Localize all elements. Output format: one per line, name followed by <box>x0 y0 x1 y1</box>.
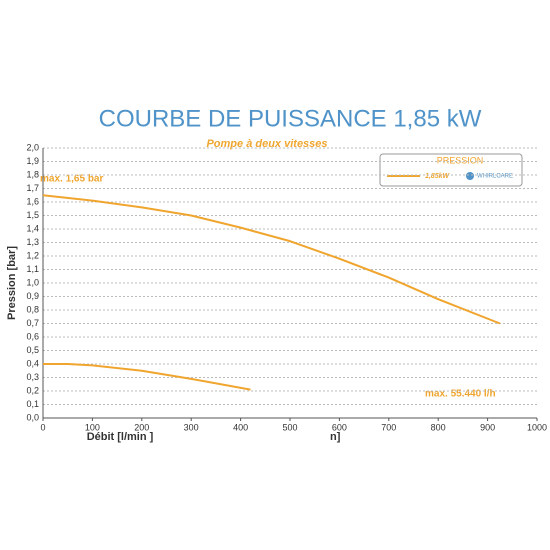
x-tick-label: 300 <box>184 422 199 432</box>
y-tick-label: 0,2 <box>26 385 39 395</box>
y-tick-label: 0,6 <box>26 331 39 341</box>
y-tick-label: 1,3 <box>26 237 39 247</box>
y-tick-label: 0,5 <box>26 345 39 355</box>
brand-logo <box>466 172 474 180</box>
y-tick-label: 1,8 <box>26 169 39 179</box>
y-tick-label: 1,6 <box>26 196 39 206</box>
chart-subtitle: Pompe à deux vitesses <box>206 138 327 150</box>
legend-title: PRESSION <box>437 155 484 165</box>
y-tick-label: 1,2 <box>26 250 39 260</box>
y-tick-label: 1,5 <box>26 210 39 220</box>
y-tick-label: 0,8 <box>26 304 39 314</box>
x-tick-label: 500 <box>282 422 297 432</box>
chart-title: COURBE DE PUISSANCE 1,85 kW <box>99 105 482 132</box>
y-tick-label: 0,4 <box>26 358 39 368</box>
annotation: max. 55.440 l/h <box>425 389 496 400</box>
y-tick-label: 0,1 <box>26 399 39 409</box>
x-tick-label: 700 <box>381 422 396 432</box>
y-tick-label: 0,3 <box>26 372 39 382</box>
x-tick-label: 800 <box>431 422 446 432</box>
x-axis-label: Débit [l/min ] <box>87 431 154 443</box>
legend-label: 1,85kW <box>425 173 451 180</box>
x-tick-label: 900 <box>480 422 495 432</box>
annotation: max. 1,65 bar <box>40 174 103 185</box>
x-tick-label: 600 <box>332 422 347 432</box>
x-tick-label: 100 <box>85 422 100 432</box>
line-series <box>43 363 251 391</box>
brand-name: WHIRLCARE <box>477 174 513 180</box>
line-series <box>42 194 501 325</box>
annotation: n] <box>330 431 341 443</box>
y-tick-label: 0,0 <box>26 412 39 422</box>
y-tick-label: 1,9 <box>26 156 39 166</box>
y-tick-label: 1,1 <box>26 264 39 274</box>
x-tick-label: 1000 <box>527 422 547 432</box>
y-tick-label: 0,7 <box>26 318 39 328</box>
y-axis-label: Pression [bar] <box>6 246 18 320</box>
y-tick-label: 1,4 <box>26 223 39 233</box>
y-tick-label: 0,9 <box>26 291 39 301</box>
x-tick-label: 400 <box>233 422 248 432</box>
y-tick-label: 2,0 <box>26 142 39 152</box>
y-tick-label: 1,0 <box>26 277 39 287</box>
x-tick-label: 200 <box>134 422 149 432</box>
x-tick-label: 0 <box>40 422 45 432</box>
y-tick-label: 1,7 <box>26 183 39 193</box>
